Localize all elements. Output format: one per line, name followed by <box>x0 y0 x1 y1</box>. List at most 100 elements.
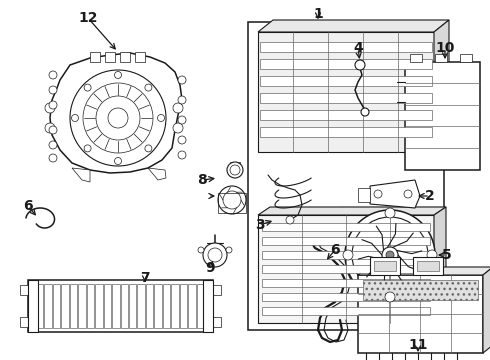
Bar <box>260 127 432 137</box>
Bar <box>338 207 442 303</box>
Bar <box>370 257 400 275</box>
Circle shape <box>178 76 186 84</box>
Circle shape <box>178 136 186 144</box>
Bar <box>112 284 120 328</box>
Polygon shape <box>258 32 434 152</box>
Text: 9: 9 <box>205 261 215 275</box>
Bar <box>135 52 145 62</box>
Bar <box>460 54 472 62</box>
Circle shape <box>83 83 153 153</box>
Circle shape <box>343 250 353 260</box>
Circle shape <box>352 217 428 293</box>
Polygon shape <box>258 20 449 32</box>
Bar <box>260 93 432 103</box>
Text: 5: 5 <box>442 248 452 262</box>
Bar <box>45 284 52 328</box>
Bar <box>137 284 145 328</box>
Circle shape <box>178 96 186 104</box>
Text: 3: 3 <box>255 218 265 232</box>
Bar <box>129 284 136 328</box>
Bar <box>218 193 246 213</box>
Polygon shape <box>434 20 449 152</box>
Text: 4: 4 <box>353 41 363 55</box>
Bar <box>260 42 432 52</box>
Circle shape <box>70 70 166 166</box>
Circle shape <box>203 243 227 267</box>
Bar <box>78 284 86 328</box>
Bar <box>154 284 162 328</box>
Bar <box>90 52 100 62</box>
Bar <box>213 317 221 327</box>
Circle shape <box>427 250 437 260</box>
Bar <box>95 284 102 328</box>
Circle shape <box>49 101 57 109</box>
Bar <box>213 285 221 295</box>
Bar <box>435 54 447 62</box>
Circle shape <box>96 96 140 140</box>
Bar <box>410 54 422 62</box>
Circle shape <box>227 162 243 178</box>
Polygon shape <box>148 168 166 180</box>
Circle shape <box>208 248 222 262</box>
Text: 1: 1 <box>313 7 323 21</box>
Bar <box>405 62 480 170</box>
Bar <box>358 275 483 353</box>
Bar <box>262 293 430 301</box>
Circle shape <box>45 123 55 133</box>
Circle shape <box>226 247 232 253</box>
Bar <box>196 284 204 328</box>
Circle shape <box>404 190 412 198</box>
Bar <box>61 284 69 328</box>
Circle shape <box>385 292 395 302</box>
Circle shape <box>382 247 398 263</box>
Bar <box>262 279 430 287</box>
Bar <box>87 284 94 328</box>
Circle shape <box>223 191 241 209</box>
Circle shape <box>386 251 394 259</box>
Circle shape <box>230 165 240 175</box>
Circle shape <box>157 114 165 122</box>
Text: 10: 10 <box>435 41 455 55</box>
Polygon shape <box>434 207 446 323</box>
Circle shape <box>49 86 57 94</box>
Circle shape <box>178 151 186 159</box>
Bar <box>103 284 111 328</box>
Bar <box>260 76 432 86</box>
Bar <box>53 284 60 328</box>
Bar <box>120 52 130 62</box>
Bar <box>180 284 187 328</box>
Bar <box>20 285 28 295</box>
Circle shape <box>72 114 78 122</box>
Circle shape <box>374 190 382 198</box>
Circle shape <box>84 145 91 152</box>
Circle shape <box>361 108 369 116</box>
Bar <box>262 237 430 245</box>
Bar <box>203 280 213 332</box>
Circle shape <box>345 210 435 300</box>
Circle shape <box>178 116 186 124</box>
Text: 6: 6 <box>330 243 340 257</box>
Polygon shape <box>370 180 420 208</box>
Text: 8: 8 <box>197 173 207 187</box>
Text: 2: 2 <box>425 189 435 203</box>
Circle shape <box>385 208 395 218</box>
Bar <box>374 261 396 271</box>
Text: 7: 7 <box>140 271 150 285</box>
Polygon shape <box>258 207 446 215</box>
Bar <box>262 307 430 315</box>
Polygon shape <box>72 168 90 182</box>
Bar <box>28 280 213 332</box>
Text: 11: 11 <box>408 338 428 352</box>
Circle shape <box>173 103 183 113</box>
Bar <box>171 284 179 328</box>
Bar <box>262 265 430 273</box>
Circle shape <box>115 158 122 165</box>
Circle shape <box>84 84 91 91</box>
Bar <box>413 257 443 275</box>
Circle shape <box>355 60 365 70</box>
Polygon shape <box>50 53 182 173</box>
Bar <box>36 284 44 328</box>
Circle shape <box>108 108 128 128</box>
Circle shape <box>49 71 57 79</box>
Circle shape <box>286 216 294 224</box>
